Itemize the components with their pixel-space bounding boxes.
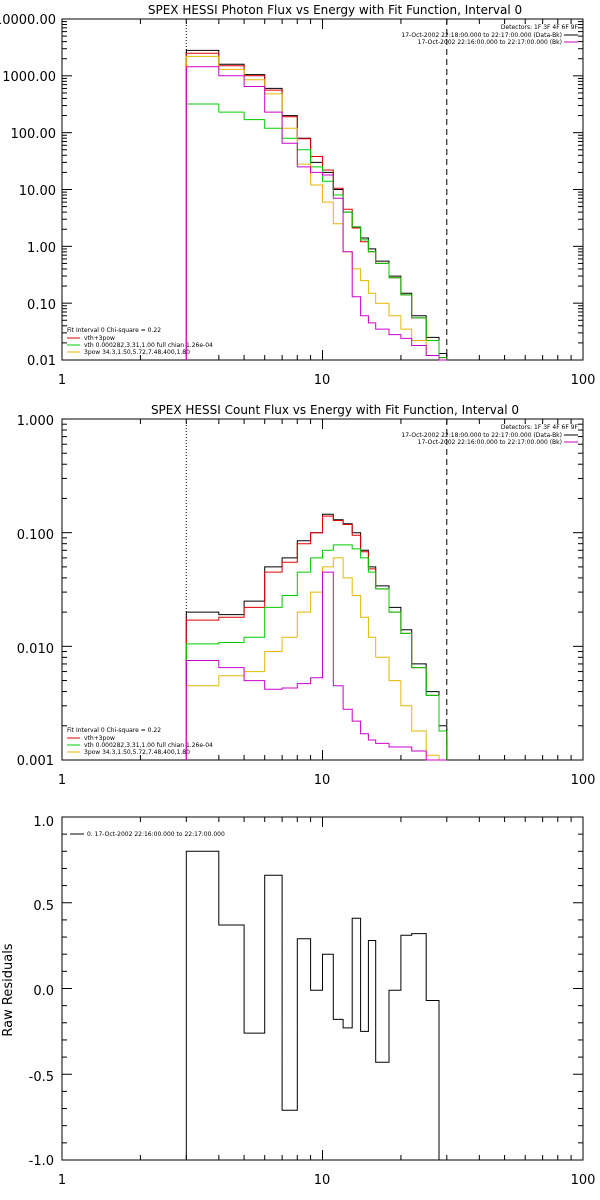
count-flux-title: SPEX HESSI Count Flux vs Energy with Fit… [151,403,519,417]
p3-xtick-10: 10 [314,1173,331,1188]
p2-xtick-1: 1 [58,773,66,788]
p1-series-bk [185,66,447,361]
count-flux-axes [61,419,583,761]
p2-series-bk [185,571,447,761]
p3-legend: 0. 17-Oct-2002 22:16:00.000 to 22:17:00.… [87,831,225,838]
p1-legend-detectors: Detectors: 1F 3F 4F 6F 9F [501,24,579,31]
residuals-y-axis-label: Raw Residuals [1,943,16,1036]
p2-series-3pow [185,557,447,761]
p1-ytick-1: 1.00 [27,241,56,256]
p2-xtick-10: 10 [314,773,331,788]
photon-flux-panel: SPEX HESSI Photon Flux vs Energy with Fi… [0,3,595,388]
p1-legend-data-interval: 17-Oct-2002 22:18:00.000 to 22:17:00.000… [401,32,562,39]
p2-series-vth-3pow [185,515,448,760]
p2-legend-3pow: 3pow 34.3,1.50,5.72,7.48,400,1.80 [84,749,190,756]
p1-series-vth-3pow [185,52,448,360]
p2-xtick-100: 100 [571,773,596,788]
p3-ytick-0.0: 0.0 [33,984,54,999]
p3-series-0-17-oct-2002-22-16-00-000-to-22-17-00-000 [185,850,440,1160]
p1-xtick-1: 1 [58,373,66,388]
p2-ytick-0.1: 0.100 [17,528,54,543]
p1-ytick-10000: 10000.00 [0,13,56,28]
p1-xtick-10: 10 [314,373,331,388]
p1-xtick-100: 100 [571,373,596,388]
p3-ytick-neg0.5: -0.5 [29,1070,54,1085]
p2-ytick-1: 1.000 [17,414,54,429]
p1-ytick-0.01: 0.01 [27,354,56,369]
photon-flux-title: SPEX HESSI Photon Flux vs Energy with Fi… [148,3,522,17]
p3-ytick-0.5: 0.5 [33,899,54,914]
p2-fit-info: Fit Interval 0 Chi-square = 0.22 [67,727,161,734]
p1-ytick-100: 100.00 [11,127,57,142]
p2-ytick-0.01: 0.010 [17,642,54,657]
p1-legend-bk-interval: 17-Oct-2002 22:16:00.000 to 22:17:00.000… [418,39,562,46]
p3-xtick-1: 1 [58,1173,66,1188]
p1-legend-3pow: 3pow 34.3,1.50,5.72,7.48,400,1.80 [84,349,190,356]
p1-legend-vth: vth 0.000282,3.31,1.00 full chian 1.26e-… [84,342,213,349]
residuals-panel: 1 10 100 1.0 0.5 0.0 -0.5 -1.0 Raw Resid… [1,815,595,1188]
p2-ytick-0.001: 0.001 [17,754,54,769]
p2-legend-detectors: Detectors: 1F 3F 4F 6F 9F [501,424,579,431]
p2-series-data-bk [185,513,448,760]
p1-fit-info: Fit Interval 0 Chi-square = 0.22 [67,327,161,334]
p1-ytick-1000: 1000.00 [2,70,56,85]
p2-series-vth [185,544,448,760]
p1-legend-vth3pow: vth+3pow [84,335,115,342]
p3-ytick-1.0: 1.0 [33,815,54,830]
p3-ytick-neg1.0: -1.0 [29,1154,54,1169]
p2-legend-vth3pow: vth+3pow [84,735,115,742]
residuals-axes [61,816,583,1161]
p2-legend-vth: vth 0.000282,3.31,1.00 full chian 1.26e-… [84,742,213,749]
p1-series-vth [185,103,448,360]
p2-legend-data-interval: 17-Oct-2002 22:18:00.000 to 22:17:00.000… [401,432,562,439]
photon-flux-axes [61,19,583,361]
p1-series-data-bk [185,49,448,360]
p1-series-3pow [185,55,447,361]
p1-ytick-0.1: 0.10 [27,298,56,313]
count-flux-panel: SPEX HESSI Count Flux vs Energy with Fit… [17,403,596,788]
p1-ytick-10: 10.00 [19,184,56,199]
p2-legend-bk-interval: 17-Oct-2002 22:16:00.000 to 22:17:00.000… [418,439,562,446]
p3-xtick-100: 100 [571,1173,596,1188]
